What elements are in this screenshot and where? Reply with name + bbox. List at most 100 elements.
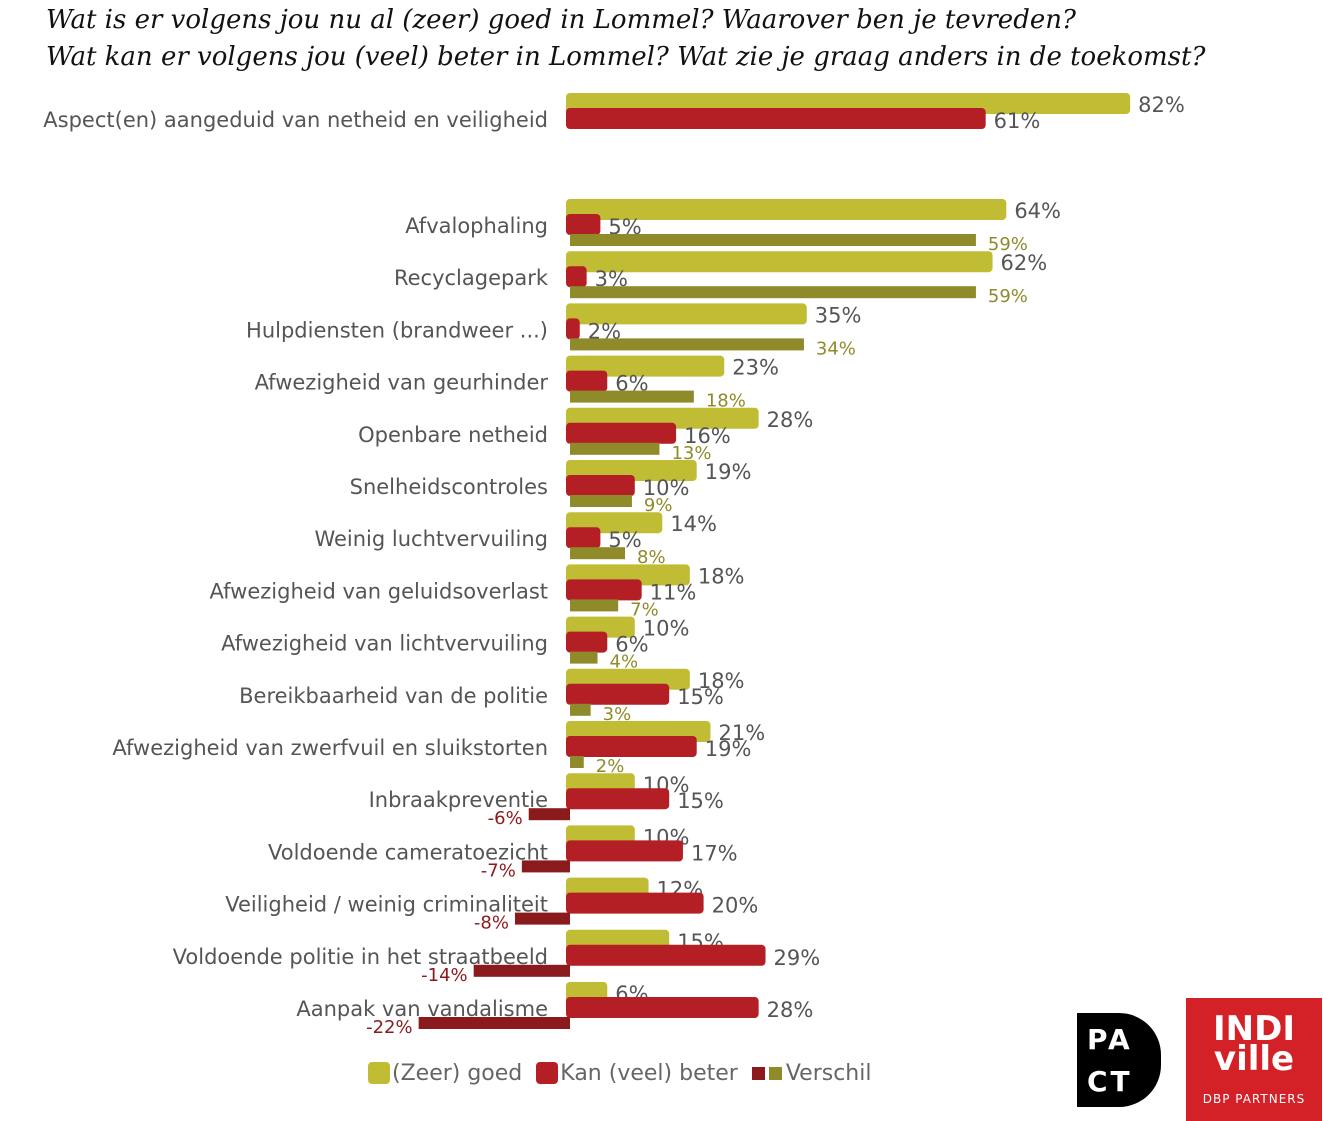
- verschil-value-label: 9%: [644, 495, 673, 516]
- category-label: Inbraakpreventie: [369, 788, 548, 812]
- beter-value-label: 16%: [684, 424, 731, 448]
- verschil-value-label: -6%: [488, 808, 523, 829]
- pact-logo-line-1: PA: [1087, 1023, 1133, 1056]
- beter-bar: [566, 944, 766, 966]
- verschil-bar: [570, 703, 591, 716]
- category-label: Veiligheid / weinig criminaliteit: [225, 893, 548, 917]
- beter-bar: [566, 683, 670, 705]
- title-line-2: Wat kan er volgens jou (veel) beter in L…: [46, 42, 1206, 72]
- verschil-bar: [570, 651, 598, 664]
- legend-item-goed: (Zeer) goed: [368, 1061, 522, 1086]
- bar-chart: Aspect(en) aangeduid van netheid en veil…: [43, 93, 1185, 1038]
- legend-swatch-verschil-positive: [768, 1066, 782, 1080]
- goed-bar: [566, 303, 807, 325]
- goed-bar: [566, 251, 993, 273]
- verschil-bar: [570, 338, 804, 351]
- indiville-logo-word-2: ville: [1213, 1039, 1295, 1079]
- verschil-bar: [521, 860, 570, 873]
- goed-value-label: 28%: [767, 408, 814, 432]
- category-label: Afwezigheid van geluidsoverlast: [210, 579, 548, 603]
- beter-bar: [566, 370, 608, 392]
- verschil-bar: [473, 964, 570, 977]
- verschil-bar: [570, 599, 619, 612]
- verschil-value-label: 2%: [596, 756, 625, 777]
- verschil-value-label: -8%: [474, 913, 509, 934]
- chart-legend: (Zeer) goed Kan (veel) beter Verschil: [368, 1058, 885, 1088]
- indiville-logo: INDI ville DBP PARTNERS: [1186, 998, 1322, 1121]
- legend-item-beter: Kan (veel) beter: [536, 1061, 738, 1086]
- legend-label-beter: Kan (veel) beter: [560, 1060, 738, 1086]
- goed-value-label: 21%: [718, 721, 765, 745]
- beter-bar: [566, 840, 683, 862]
- beter-value-label: 28%: [767, 998, 814, 1022]
- beter-bar: [566, 892, 704, 914]
- legend-item-verschil: Verschil: [751, 1060, 872, 1086]
- verschil-value-label: 18%: [706, 391, 746, 412]
- verschil-bar: [570, 234, 976, 246]
- category-label: Afwezigheid van geurhinder: [255, 371, 549, 395]
- category-label: Hulpdiensten (brandweer ...): [246, 318, 548, 342]
- goed-value-label: 82%: [1138, 93, 1185, 117]
- goed-value-label: 18%: [698, 564, 745, 588]
- beter-value-label: 6%: [615, 633, 648, 657]
- beter-value-label: 29%: [774, 946, 821, 970]
- goed-value-label: 35%: [815, 303, 862, 327]
- verschil-bar: [514, 912, 570, 925]
- verschil-bar: [418, 1017, 570, 1029]
- category-label: Aspect(en) aangeduid van netheid en veil…: [43, 108, 548, 132]
- verschil-value-label: 4%: [610, 652, 639, 673]
- legend-label-goed: (Zeer) goed: [392, 1060, 523, 1086]
- legend-label-verschil: Verschil: [785, 1060, 872, 1086]
- chart-title: Wat is er volgens jou nu al (zeer) goed …: [46, 2, 1316, 76]
- category-label: Weinig luchtvervuiling: [314, 527, 548, 551]
- goed-value-label: 14%: [670, 512, 717, 536]
- goed-bar: [566, 199, 1007, 220]
- verschil-bar: [570, 547, 626, 560]
- verschil-bar: [570, 390, 694, 403]
- beter-bar: [566, 266, 587, 288]
- beter-value-label: 19%: [705, 737, 752, 761]
- category-label: Snelheidscontroles: [350, 475, 548, 499]
- beter-value-label: 15%: [677, 789, 724, 813]
- title-line-1: Wat is er volgens jou nu al (zeer) goed …: [46, 5, 1076, 35]
- verschil-value-label: 34%: [816, 338, 856, 359]
- verschil-value-label: 59%: [988, 286, 1028, 307]
- pact-logo: PA CT: [1077, 1013, 1161, 1107]
- beter-value-label: 17%: [691, 841, 738, 865]
- category-label: Afvalophaling: [405, 214, 548, 238]
- category-label: Voldoende cameratoezicht: [268, 840, 548, 864]
- legend-swatch-verschil-negative: [751, 1066, 765, 1080]
- goed-value-label: 62%: [1001, 251, 1048, 275]
- beter-bar: [566, 997, 759, 1018]
- category-label: Recyclagepark: [394, 266, 549, 290]
- beter-bar: [566, 527, 601, 549]
- verschil-value-label: -22%: [366, 1017, 413, 1038]
- verschil-value-label: 7%: [630, 599, 659, 620]
- beter-value-label: 11%: [650, 580, 697, 604]
- pact-logo-line-2: CT: [1087, 1065, 1133, 1098]
- verschil-bar: [570, 286, 976, 299]
- beter-bar: [566, 579, 642, 601]
- beter-bar: [566, 422, 677, 444]
- goed-value-label: 18%: [698, 669, 745, 693]
- category-label: Afwezigheid van zwerfvuil en sluikstorte…: [112, 736, 548, 760]
- beter-value-label: 10%: [643, 476, 690, 500]
- category-label: Openbare netheid: [358, 423, 548, 447]
- verschil-value-label: 13%: [671, 443, 711, 464]
- goed-value-label: 23%: [732, 356, 779, 380]
- beter-bar: [566, 214, 601, 235]
- verschil-value-label: 3%: [603, 704, 632, 725]
- beter-bar: [566, 736, 697, 757]
- category-label: Bereikbaarheid van de politie: [239, 684, 548, 708]
- legend-swatch-beter: [536, 1062, 559, 1084]
- beter-bar: [566, 318, 580, 340]
- beter-bar: [566, 631, 608, 653]
- beter-bar: [566, 788, 670, 810]
- beter-value-label: 15%: [677, 685, 724, 709]
- beter-bar: [566, 108, 986, 129]
- goed-value-label: 64%: [1014, 199, 1061, 223]
- legend-swatch-goed: [368, 1062, 390, 1084]
- category-label: Afwezigheid van lichtvervuiling: [221, 632, 548, 656]
- verschil-value-label: -14%: [421, 965, 468, 986]
- beter-bar: [566, 475, 635, 496]
